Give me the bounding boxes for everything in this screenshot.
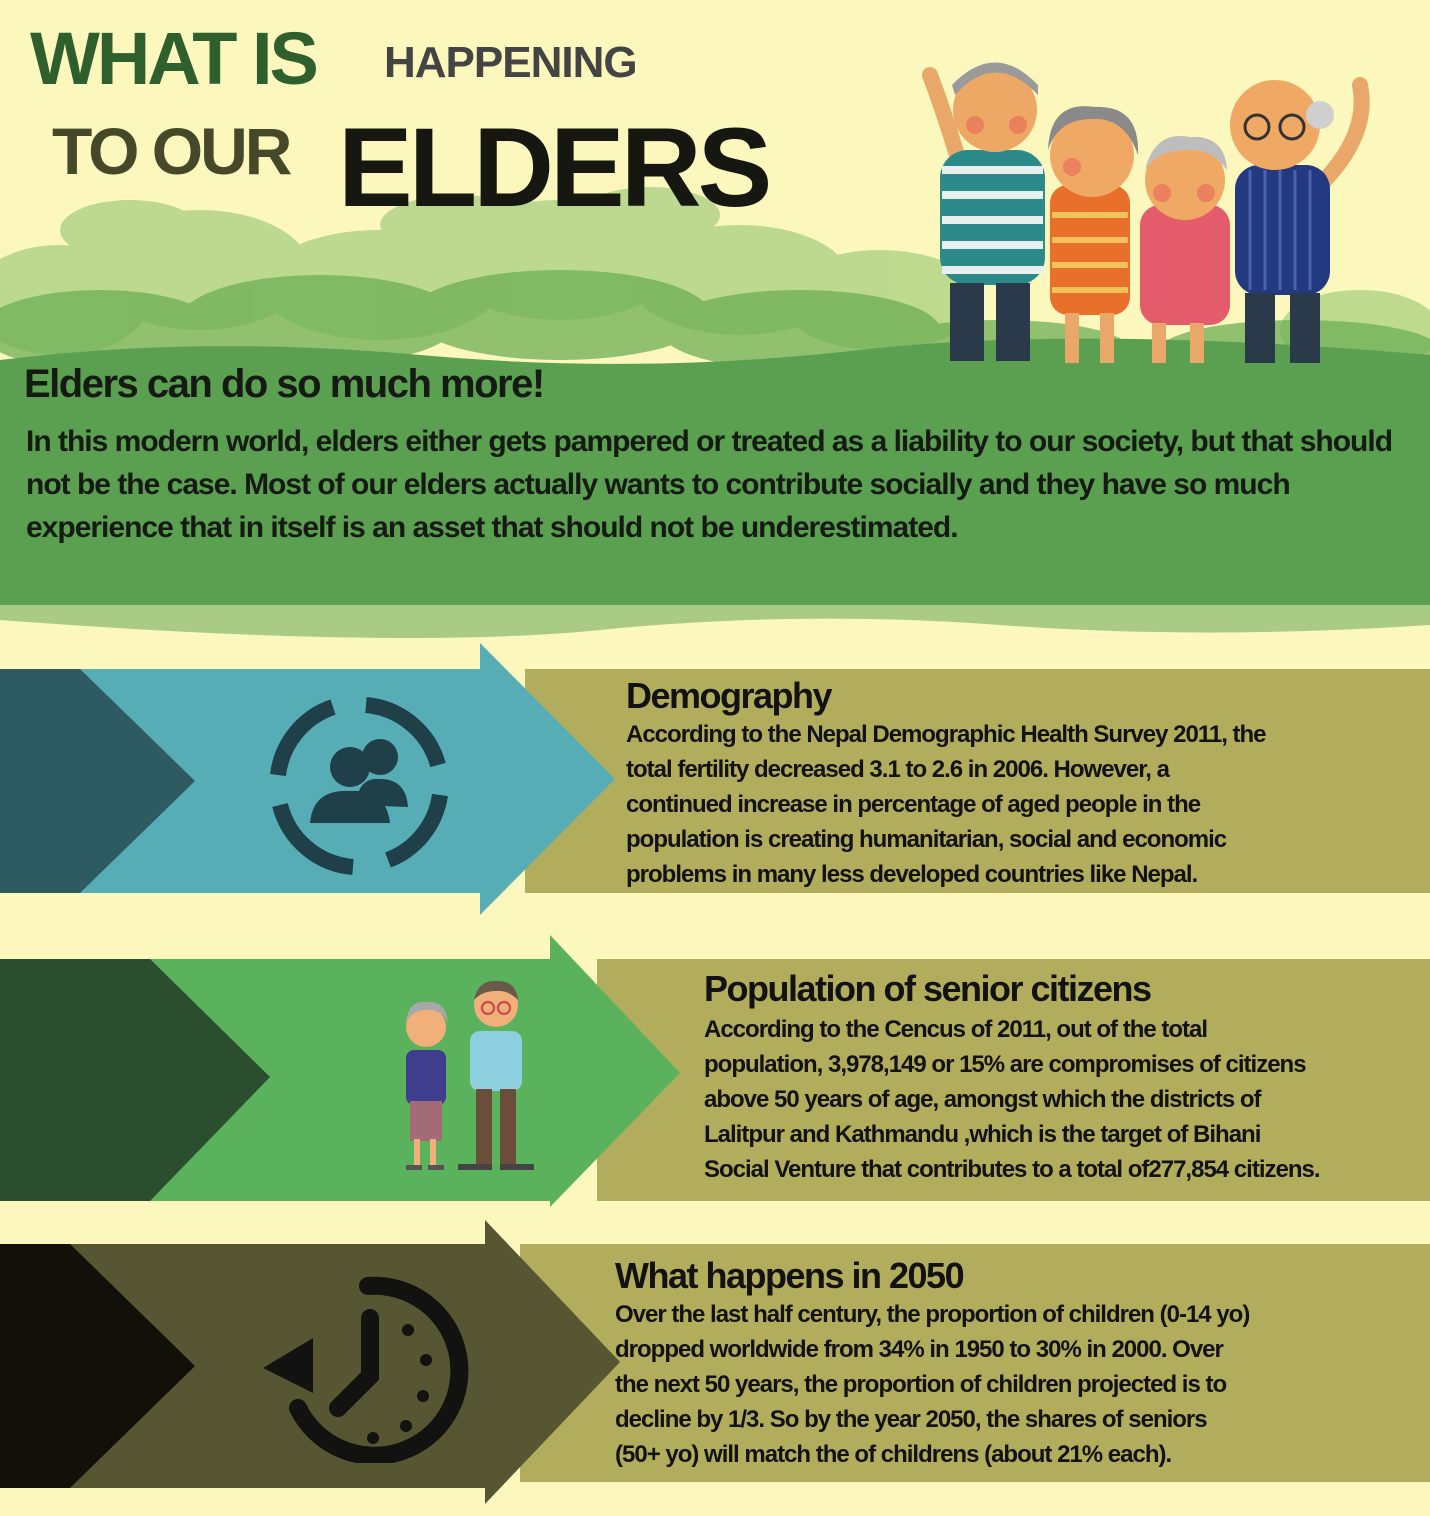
body-line: Lalitpur and Kathmandu ,which is the tar…	[704, 1121, 1261, 1148]
body-line: problems in many less developed countrie…	[626, 861, 1198, 888]
clock-history-icon	[263, 1276, 469, 1463]
body-line: population, 3,978,149 or 15% are comprom…	[704, 1051, 1307, 1078]
body-line: above 50 years of age, amongst which the…	[704, 1086, 1262, 1113]
intro-heading: Elders can do so much more!	[24, 362, 545, 406]
demography-arrow	[0, 643, 1430, 915]
section-title-2050: What happens in 2050	[615, 1255, 965, 1296]
section-title-population: Population of senior citizens	[704, 968, 1152, 1009]
body-line: continued increase in percentage of aged…	[626, 791, 1201, 818]
section-body-2050: Over the last half century, the proporti…	[615, 1297, 1250, 1472]
section-body-demography: According to the Nepal Demographic Healt…	[626, 717, 1267, 892]
section-body-population: According to the Cencus of 2011, out of …	[704, 1012, 1321, 1187]
section-title-demography: Demography	[626, 675, 833, 716]
elderly-group-illustration	[922, 62, 1370, 363]
intro-body: In this modern world, elders either gets…	[26, 425, 1393, 544]
title-what-is: WHAT IS	[30, 17, 319, 100]
body-line: dropped worldwide from 34% in 1950 to 30…	[615, 1336, 1224, 1363]
title-happening: HAPPENING	[384, 38, 638, 87]
body-line: According to the Cencus of 2011, out of …	[704, 1016, 1208, 1043]
body-line: decline by 1/3. So by the year 2050, the…	[615, 1406, 1208, 1433]
body-line: Over the last half century, the proporti…	[615, 1301, 1250, 1328]
body-line: total fertility decreased 3.1 to 2.6 in …	[626, 756, 1170, 783]
title-to-our: TO OUR	[52, 114, 292, 188]
body-line: According to the Nepal Demographic Healt…	[626, 721, 1267, 748]
elderly-couple-icon	[406, 980, 534, 1170]
body-line: the next 50 years, the proportion of chi…	[615, 1371, 1227, 1398]
body-line: (50+ yo) will match the of childrens (ab…	[615, 1441, 1172, 1468]
body-line: Social Venture that contributes to a tot…	[704, 1156, 1321, 1183]
body-line: population is creating humanitarian, soc…	[626, 826, 1227, 853]
title-elders: ELDERS	[338, 105, 772, 230]
grass-background	[0, 187, 1430, 638]
group-users-icon	[270, 697, 448, 875]
